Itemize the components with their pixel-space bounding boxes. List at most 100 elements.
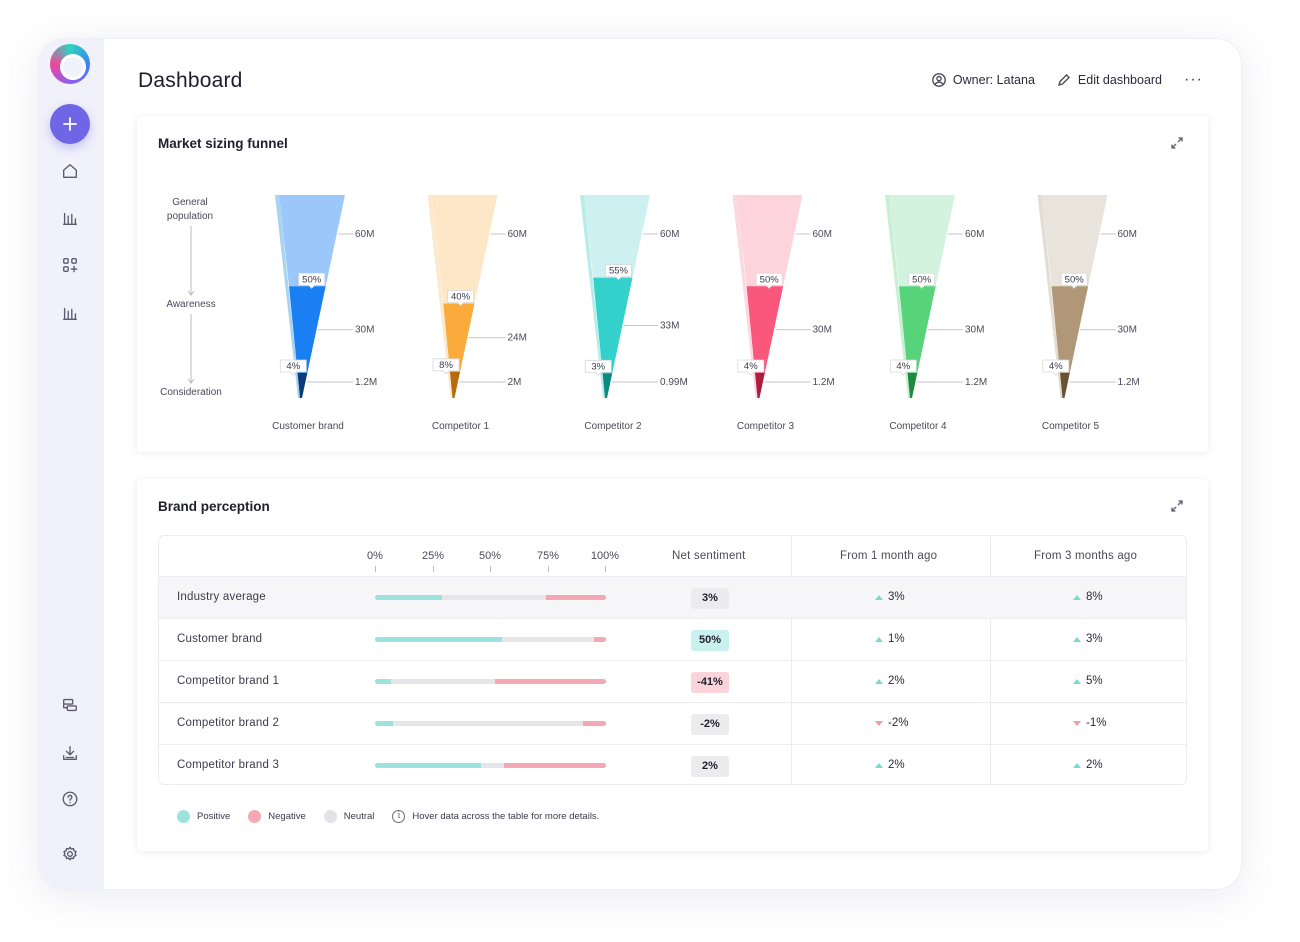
funnel-value-label: 1.2M xyxy=(813,377,835,388)
funnel-value-label: 60M xyxy=(1118,229,1137,240)
edit-dashboard-label: Edit dashboard xyxy=(1077,73,1163,87)
positive-segment xyxy=(375,721,393,726)
sentiment-bar[interactable] xyxy=(375,679,606,684)
app-frame: Dashboard Owner: Latana Edit dashboard ·… xyxy=(38,38,1242,890)
net-sentiment-badge: 3% xyxy=(691,588,729,609)
perception-card-title: Brand perception xyxy=(158,499,270,514)
three-month-delta: 8% xyxy=(1073,591,1103,603)
funnel-stage-awareness xyxy=(1051,286,1089,373)
three-month-delta: 5% xyxy=(1073,675,1103,687)
table-header: 0% 25% 50% 75% 100% Net sentiment From 1… xyxy=(159,536,1186,576)
brand-perception-card: Brand perception 0% 25% 50% 75% 100% xyxy=(137,479,1208,851)
legend-positive-label: Positive xyxy=(197,811,231,822)
stage-arrowhead-1 xyxy=(187,290,195,296)
rate-badge-bg xyxy=(279,359,307,376)
rate-badge-label: 3% xyxy=(591,361,605,372)
one-month-delta: 1% xyxy=(875,633,905,645)
one-month-value: 1% xyxy=(888,633,905,645)
funnel-value-label: 1.2M xyxy=(965,377,987,388)
negative-segment xyxy=(504,763,606,768)
rate-badge-label: 50% xyxy=(1065,274,1085,285)
funnel-rim xyxy=(275,195,300,398)
scale-tick-mark xyxy=(548,566,549,572)
triangle-up-icon xyxy=(1073,594,1081,600)
three-month-delta: -1% xyxy=(1073,717,1106,729)
table-row[interactable]: Competitor brand 2 -2% -2% -1% xyxy=(159,702,1186,744)
funnel-value-label: 30M xyxy=(813,325,832,336)
triangle-up-icon xyxy=(875,762,883,768)
funnel-value-label: 60M xyxy=(660,229,679,240)
legend-hint-label: Hover data across the table for more det… xyxy=(412,811,600,822)
net-sentiment-badge: 2% xyxy=(691,756,729,777)
table-row[interactable]: Competitor brand 3 2% 2% 2% xyxy=(159,744,1186,784)
sentiment-bar[interactable] xyxy=(375,763,606,768)
add-button[interactable] xyxy=(50,104,90,144)
funnel-stage-awareness xyxy=(898,286,936,373)
funnel-1: 60M 30M 1.2M 50% 4% Customer brand xyxy=(272,195,377,432)
funnel-stage-consideration xyxy=(602,373,613,398)
sidebar-item-widgets[interactable] xyxy=(59,254,81,276)
funnel-value-label: 60M xyxy=(813,229,832,240)
sidebar-item-charts[interactable] xyxy=(59,207,81,229)
funnel-stage-awareness xyxy=(288,286,326,373)
funnel-value-label: 1.2M xyxy=(1118,377,1140,388)
funnel-6: 60M 30M 1.2M 50% 4% Competitor 5 xyxy=(1037,195,1140,432)
info-icon: i xyxy=(392,810,406,823)
owner-label: Owner: Latana xyxy=(952,73,1035,87)
sidebar-item-home[interactable] xyxy=(59,160,81,182)
scale-tick-label: 0% xyxy=(367,550,383,562)
sidebar-item-dashboards[interactable] xyxy=(59,694,81,716)
funnel-3: 60M 33M 0.99M 55% 3% Competitor 2 xyxy=(580,195,688,432)
page-title: Dashboard xyxy=(138,69,243,92)
negative-dot-icon xyxy=(248,810,262,823)
row-label: Competitor brand 3 xyxy=(177,759,280,771)
layers-icon xyxy=(63,698,77,712)
triangle-up-icon xyxy=(1073,678,1081,684)
sidebar-item-download[interactable] xyxy=(59,742,81,764)
funnel-stage-general xyxy=(584,195,650,278)
rate-badge-bg xyxy=(447,290,474,307)
positive-segment xyxy=(375,679,391,684)
table-row[interactable]: Customer brand 50% 1% 3% xyxy=(159,618,1186,660)
triangle-up-icon xyxy=(1073,762,1081,768)
funnel-stage-consideration xyxy=(297,373,308,398)
sentiment-bar[interactable] xyxy=(375,637,606,642)
market-sizing-card: Market sizing funnel General population … xyxy=(137,116,1208,452)
sentiment-bar[interactable] xyxy=(375,595,606,600)
rate-badge-label: 4% xyxy=(896,361,910,372)
expand-button[interactable] xyxy=(1170,136,1184,150)
funnel-brand-label: Competitor 1 xyxy=(432,421,490,432)
three-month-value: 5% xyxy=(1086,675,1103,687)
bar-chart-icon xyxy=(63,212,77,225)
table-row[interactable]: Competitor brand 1 -41% 2% 5% xyxy=(159,660,1186,702)
sentiment-bar[interactable] xyxy=(375,721,606,726)
three-month-value: 2% xyxy=(1086,759,1103,771)
sidebar-item-reports[interactable] xyxy=(59,302,81,324)
rate-badge-bg xyxy=(298,272,326,289)
table-row[interactable]: Industry average 3% 3% 8% xyxy=(159,576,1186,618)
owner-button[interactable]: Owner: Latana xyxy=(932,73,1035,87)
one-month-header: From 1 month ago xyxy=(840,550,938,562)
logo-icon[interactable] xyxy=(50,44,90,84)
funnel-stage-axis: General population Awareness Considerati… xyxy=(160,197,222,398)
header-actions: Owner: Latana Edit dashboard ··· xyxy=(932,72,1203,88)
funnel-rim xyxy=(1037,195,1063,398)
expand-button[interactable] xyxy=(1170,499,1184,513)
scale-tick-mark xyxy=(490,566,491,572)
one-month-value: 2% xyxy=(888,759,905,771)
scale-tick-mark xyxy=(605,566,606,572)
sidebar-item-help[interactable] xyxy=(59,788,81,810)
legend-negative: Negative xyxy=(248,810,306,823)
more-options-button[interactable]: ··· xyxy=(1184,71,1203,88)
triangle-up-icon xyxy=(1073,636,1081,642)
negative-segment xyxy=(594,637,606,642)
net-sentiment-badge: 50% xyxy=(691,630,729,651)
edit-dashboard-button[interactable]: Edit dashboard xyxy=(1057,73,1162,87)
funnel-value-label: 60M xyxy=(508,229,527,240)
funnel-rim xyxy=(732,195,758,398)
sidebar-item-settings[interactable] xyxy=(59,843,81,865)
rate-badge-bg xyxy=(1042,359,1070,376)
rate-badge-bg xyxy=(584,359,612,376)
stage-label-consideration: Consideration xyxy=(160,387,222,398)
funnel-value-label: 30M xyxy=(965,325,984,336)
